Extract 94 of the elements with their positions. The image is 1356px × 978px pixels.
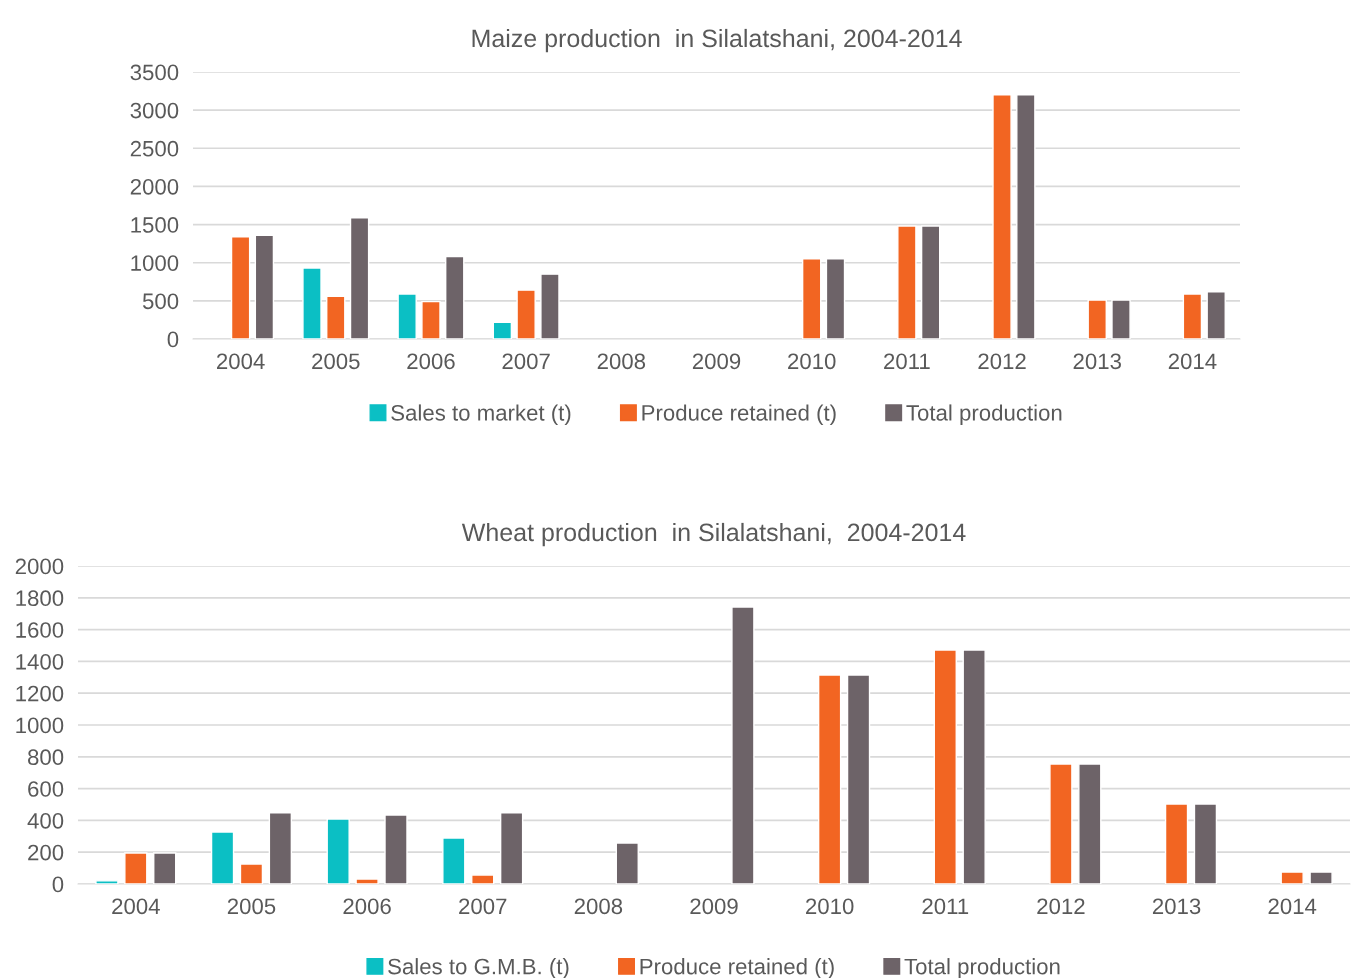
y-tick-label: 200: [28, 844, 64, 861]
y-tick-label: 1200: [16, 685, 64, 702]
x-tick-label: 2009: [690, 898, 738, 915]
bar: [1016, 94, 1036, 339]
y-tick-label: 1500: [131, 217, 179, 233]
x-tick-label: 2010: [788, 353, 836, 370]
x-tick-label: 2013: [1152, 898, 1201, 915]
bar: [1164, 803, 1189, 884]
x-tick-label: 2007: [502, 353, 550, 370]
bar: [817, 674, 842, 884]
chart-title: Wheat production in Silalatshani, 2004-2014: [461, 522, 966, 547]
bar: [492, 321, 513, 339]
y-tick-label: 2500: [130, 140, 179, 157]
bar: [540, 273, 560, 339]
bar: [302, 267, 322, 339]
legend-label: Sales to G.M.B. (t): [388, 958, 569, 978]
bar: [442, 837, 466, 884]
x-tick-label: 2007: [459, 898, 507, 915]
y-tick-label: 1000: [131, 255, 179, 271]
bar: [1078, 763, 1102, 884]
x-tick-label: 2012: [978, 353, 1026, 370]
y-tick-label: 1600: [16, 622, 64, 638]
x-tick-label: 2005: [312, 353, 360, 370]
bar: [801, 258, 822, 339]
x-tick-label: 2010: [806, 898, 854, 915]
y-tick-label: 0: [52, 876, 64, 893]
bar: [124, 852, 148, 884]
bar: [846, 674, 871, 884]
bar: [1309, 871, 1333, 884]
bar: [349, 217, 370, 339]
bar: [95, 880, 119, 884]
x-tick-label: 2008: [597, 353, 646, 370]
bar: [615, 842, 639, 884]
bar: [1280, 871, 1304, 884]
x-tick-label: 2008: [574, 898, 623, 915]
bar: [1193, 803, 1218, 884]
bar: [992, 94, 1012, 339]
bar: [384, 814, 408, 884]
x-tick-label: 2009: [692, 353, 741, 370]
x-tick-label: 2012: [1037, 898, 1085, 915]
x-tick-label: 2004: [112, 898, 160, 915]
bar: [1049, 763, 1073, 884]
bar: [445, 255, 465, 339]
bar: [1087, 299, 1107, 339]
bar: [471, 874, 495, 884]
bar: [268, 812, 293, 884]
y-tick-label: 600: [28, 781, 64, 797]
bar: [962, 649, 986, 884]
x-tick-label: 2014: [1268, 898, 1317, 915]
y-tick-label: 3500: [130, 64, 179, 81]
legend-label: Produce retained (t): [642, 404, 836, 426]
chart-title: Maize production in Silalatshani, 2004-2014: [472, 28, 962, 53]
y-tick-label: 2000: [130, 178, 179, 195]
x-tick-label: 2006: [407, 353, 455, 370]
bar: [239, 863, 264, 884]
y-tick-label: 3000: [130, 102, 179, 119]
bar: [326, 295, 346, 339]
bar: [897, 225, 917, 339]
y-tick-label: 0: [167, 331, 179, 348]
bar: [210, 831, 235, 884]
bar: [1182, 293, 1203, 339]
y-tick-label: 500: [142, 293, 179, 310]
bar: [516, 289, 536, 339]
y-tick-label: 1000: [16, 717, 64, 734]
y-tick-label: 1800: [16, 590, 64, 607]
bar: [933, 649, 957, 884]
bar: [355, 878, 379, 884]
bar: [825, 258, 846, 339]
bar: [326, 818, 350, 884]
legend-label: Sales to market (t): [391, 404, 571, 426]
bar: [421, 300, 441, 339]
x-tick-label: 2011: [922, 898, 969, 915]
x-tick-label: 2011: [884, 353, 930, 370]
y-tick-label: 2000: [15, 558, 64, 575]
y-tick-label: 400: [27, 812, 64, 829]
x-tick-label: 2005: [227, 898, 276, 915]
x-tick-label: 2006: [343, 898, 391, 915]
legend-label: Total production: [906, 404, 1062, 426]
bar: [1206, 291, 1226, 339]
bar: [254, 234, 275, 339]
legend-label: Produce retained (t): [640, 958, 834, 978]
x-tick-label: 2004: [216, 353, 265, 370]
bar: [731, 606, 755, 884]
y-tick-label: 800: [28, 749, 64, 766]
bar: [920, 225, 941, 339]
bar: [1111, 299, 1131, 339]
bar: [230, 236, 251, 339]
legend-label: Total production: [904, 958, 1060, 978]
x-tick-label: 2013: [1073, 353, 1121, 370]
bar: [397, 293, 417, 339]
y-tick-label: 1400: [16, 653, 64, 670]
bar: [499, 812, 524, 884]
bar: [153, 852, 177, 884]
x-tick-label: 2014: [1168, 353, 1217, 370]
